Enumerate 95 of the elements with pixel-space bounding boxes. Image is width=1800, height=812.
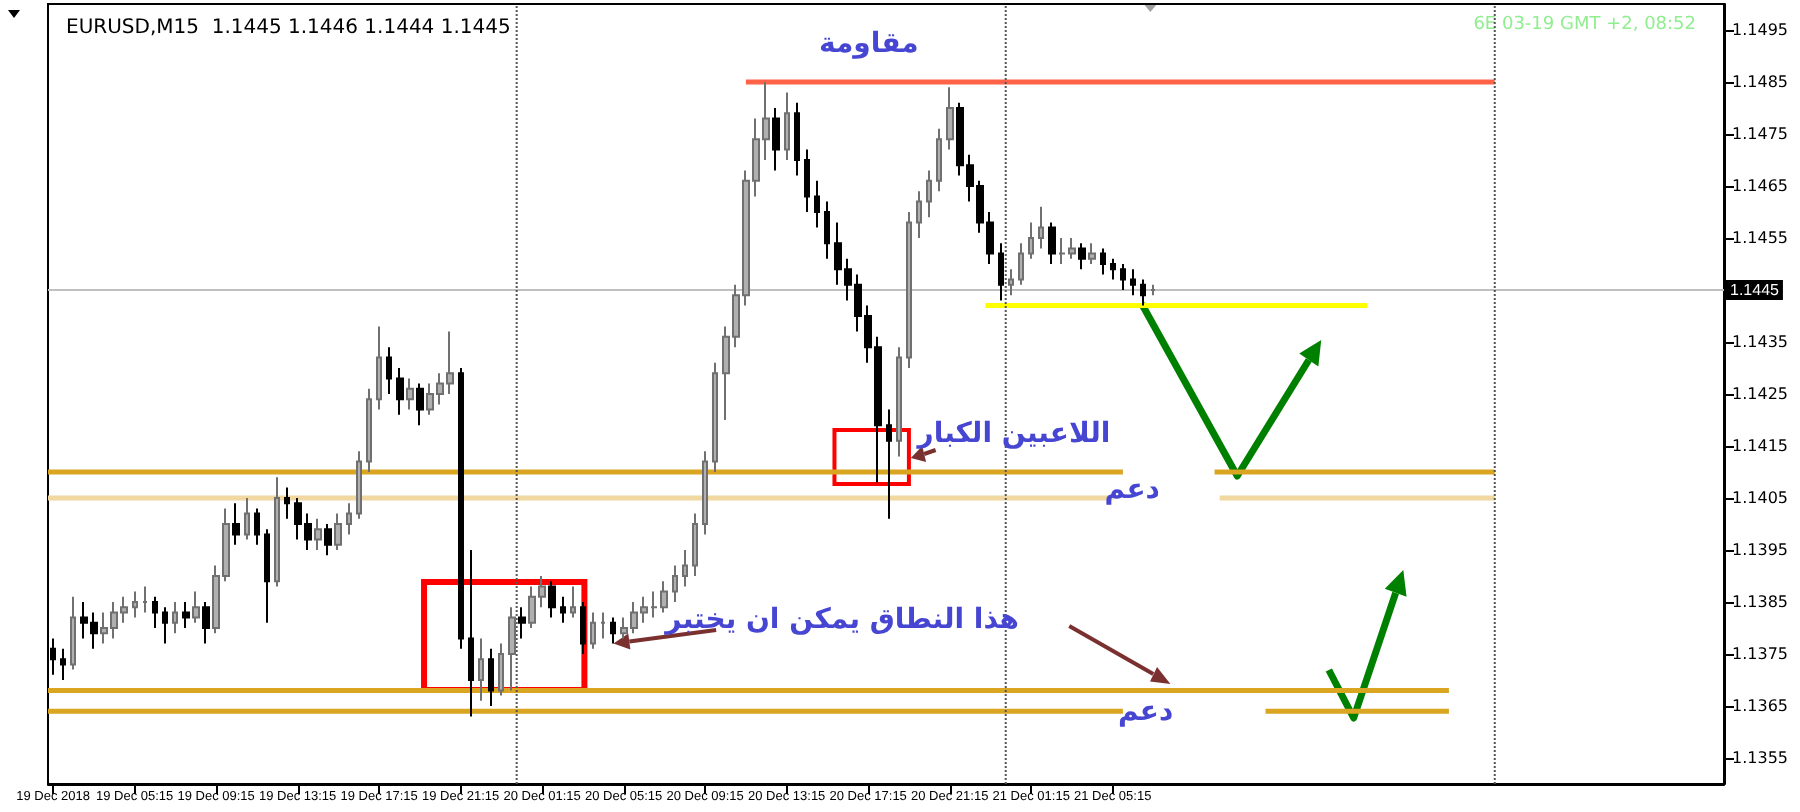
candlestick <box>896 346 902 458</box>
candlestick <box>712 361 718 473</box>
y-tick-label: 1.1425 <box>1732 385 1788 403</box>
candlestick <box>692 512 698 577</box>
y-tick-label: 1.1485 <box>1732 73 1788 91</box>
annotation: 6E 03-19 GMT +2, 08:52 <box>1473 15 1697 35</box>
candlestick <box>998 242 1004 302</box>
annotation: اللاعبين الكبار <box>915 418 1111 450</box>
candlestick <box>416 382 424 427</box>
candlestick <box>548 580 556 619</box>
y-tick-label: 1.1475 <box>1732 125 1788 143</box>
annotation: دعم <box>1104 474 1160 506</box>
text: EURUSD,M15 1.1445 1.1446 1.1444 1.1445 <box>66 17 511 39</box>
candlestick <box>814 179 820 229</box>
candlestick <box>508 606 516 692</box>
candlestick <box>580 601 586 655</box>
candlestick <box>906 211 912 369</box>
annotation: دعم <box>1117 696 1174 728</box>
candlestick <box>1048 221 1056 265</box>
candlestick <box>264 528 270 624</box>
candlestick <box>334 512 342 551</box>
candlestick <box>610 616 616 645</box>
y-tick-label: 1.1395 <box>1732 541 1788 559</box>
y-tick-label: 1.1355 <box>1732 749 1788 767</box>
candlestick <box>1028 221 1034 260</box>
candlestick <box>1110 257 1116 281</box>
candlestick <box>936 127 942 193</box>
candlestick <box>1008 268 1014 297</box>
candlestick <box>376 325 382 411</box>
y-tick-label: 1.1375 <box>1732 645 1788 663</box>
candlestick <box>804 148 810 213</box>
candlestick <box>590 611 596 650</box>
candlestick <box>824 200 830 260</box>
candlestick <box>794 101 800 177</box>
candlestick <box>458 367 464 650</box>
y-tick-label: 1.1495 <box>1732 21 1788 39</box>
candlestick <box>886 408 892 520</box>
candlestick <box>406 377 414 411</box>
candlestick <box>1018 242 1024 286</box>
candlestick <box>202 601 210 645</box>
ref-line-label: 1.1445 <box>1730 281 1781 299</box>
candlestick <box>162 606 168 645</box>
candlestick <box>468 549 474 718</box>
candlestick <box>314 517 322 551</box>
candlestick <box>518 606 526 640</box>
candlestick <box>1100 247 1106 276</box>
candlestick <box>560 595 566 624</box>
candlestick <box>926 169 932 219</box>
candlestick <box>396 367 404 416</box>
y-tick-label: 1.1405 <box>1732 489 1788 507</box>
candlestick <box>600 611 606 640</box>
candlestick <box>702 450 708 536</box>
candlestick <box>172 601 178 635</box>
candlestick <box>1088 242 1096 265</box>
candlestick <box>142 585 148 614</box>
candlestick <box>182 601 190 629</box>
candlestick <box>70 595 76 671</box>
candlestick <box>356 450 362 520</box>
candlestick <box>1150 283 1156 297</box>
y-tick-label: 1.1455 <box>1732 229 1788 247</box>
candlestick <box>1078 242 1086 271</box>
candlestick <box>232 502 240 546</box>
candlestick <box>946 86 954 151</box>
candlestick <box>498 642 504 697</box>
candlestick <box>488 647 494 707</box>
candlestick <box>152 595 158 629</box>
candlestick <box>1038 205 1044 250</box>
candlestick <box>772 107 780 172</box>
candlestick <box>478 637 484 702</box>
candlestick <box>916 190 922 239</box>
candlestick <box>284 486 290 520</box>
candlestick <box>346 502 352 536</box>
annotation: هذا النطاق يمكن ان يختبر <box>663 604 1019 636</box>
candlestick <box>784 91 790 161</box>
y-tick-label: 1.1435 <box>1732 333 1788 351</box>
annotation: مقاومة <box>818 28 919 60</box>
y-tick-label: 1.1365 <box>1732 697 1788 715</box>
candlestick <box>60 647 66 681</box>
candlestick <box>672 564 678 603</box>
y-tick-label: 1.1385 <box>1732 593 1788 611</box>
candlestick <box>324 523 332 557</box>
candlestick <box>366 387 372 473</box>
y-tick-label: 1.1465 <box>1732 177 1788 195</box>
candlestick <box>386 346 392 395</box>
candlestick <box>132 590 138 619</box>
candlestick <box>192 590 200 624</box>
candlestick <box>254 507 260 546</box>
candlestick <box>274 476 280 588</box>
y-tick-label: 1.1415 <box>1732 437 1788 455</box>
candlestick <box>682 549 688 588</box>
candlestick <box>1120 263 1126 291</box>
candlestick <box>570 585 576 619</box>
candlestick <box>1140 278 1146 307</box>
candlestick <box>244 497 250 541</box>
candlestick <box>1130 268 1136 297</box>
